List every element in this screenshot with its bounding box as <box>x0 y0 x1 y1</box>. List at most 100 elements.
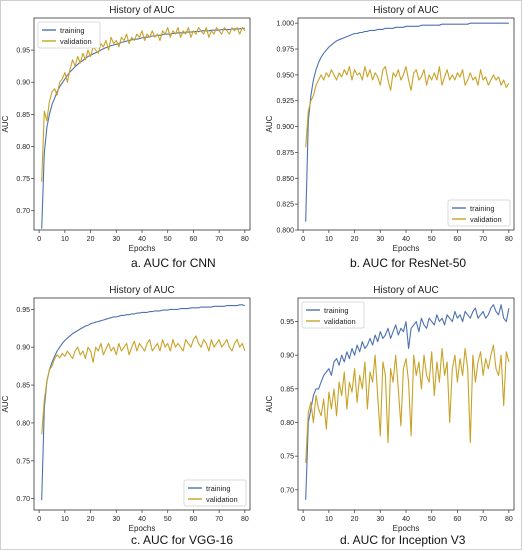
y-axis-label-inception-v3: AUC <box>265 395 274 412</box>
x-tick-label-resnet50: 40 <box>402 236 410 243</box>
series-line-validation-inception-v3 <box>305 344 510 463</box>
x-axis-label-resnet50: Epochs <box>393 244 420 253</box>
x-axis-label-vgg16: Epochs <box>129 524 156 533</box>
plot-area-resnet50 <box>297 17 515 231</box>
series-line-training-resnet50 <box>305 22 509 222</box>
y-tick-label-vgg16: 0.95 <box>16 307 30 314</box>
series-line-validation-vgg16 <box>41 335 246 435</box>
series-line-validation-resnet50 <box>305 66 510 148</box>
legend-cnn: training validation <box>37 21 101 49</box>
y-tick-label-cnn: 0.80 <box>16 144 30 151</box>
legend-label-training-vgg16: training <box>206 484 231 493</box>
x-tick-label-vgg16: 20 <box>87 516 95 523</box>
legend-label-validation-resnet50: validation <box>470 215 502 224</box>
y-axis-label-cnn: AUC <box>1 115 10 132</box>
x-tick-label-inception-v3: 70 <box>479 516 487 523</box>
x-tick-label-vgg16: 40 <box>138 516 146 523</box>
y-tick-label-inception-v3: 0.70 <box>280 487 294 494</box>
x-tick-label-resnet50: 0 <box>301 236 305 243</box>
x-axis-label-inception-v3: Epochs <box>393 524 420 533</box>
legend-label-validation-cnn: validation <box>60 37 92 46</box>
y-tick-label-resnet50: 0.925 <box>276 98 294 105</box>
x-tick-label-cnn: 0 <box>37 236 41 243</box>
legend-inception-v3: training validation <box>301 301 365 329</box>
caption-inception-v3: d. AUC for Inception V3 <box>340 533 466 547</box>
chart-title-cnn: History of AUC <box>109 5 175 16</box>
x-tick-label-resnet50: 60 <box>454 236 462 243</box>
x-tick-label-inception-v3: 50 <box>428 516 436 523</box>
y-tick-label-vgg16: 0.85 <box>16 383 30 390</box>
plot-area-vgg16 <box>33 297 251 511</box>
x-tick-label-vgg16: 50 <box>164 516 172 523</box>
x-tick-label-cnn: 70 <box>215 236 223 243</box>
y-tick-label-inception-v3: 0.90 <box>280 353 294 360</box>
x-tick-label-cnn: 30 <box>112 236 120 243</box>
y-tick-label-inception-v3: 0.95 <box>280 319 294 326</box>
x-tick-label-vgg16: 60 <box>190 516 198 523</box>
y-tick-label-vgg16: 0.90 <box>16 345 30 352</box>
legend-resnet50: training validation <box>447 199 511 227</box>
x-tick-label-vgg16: 0 <box>37 516 41 523</box>
y-tick-label-resnet50: 0.800 <box>276 228 294 235</box>
chart-resnet50: History of AUC Epochs AUC 0 10 20 30 40 50 60 70 80… <box>265 5 515 253</box>
x-tick-label-cnn: 80 <box>241 236 249 243</box>
caption-cnn: a. AUC for CNN <box>131 256 216 270</box>
x-tick-label-inception-v3: 80 <box>505 516 513 523</box>
legend-label-validation-inception-v3: validation <box>324 317 356 326</box>
chart-title-resnet50: History of AUC <box>373 5 439 16</box>
x-tick-label-resnet50: 30 <box>376 236 384 243</box>
caption-vgg16: c. AUC for VGG-16 <box>131 533 234 547</box>
y-axis-label-resnet50: AUC <box>265 115 274 132</box>
series-line-training-vgg16 <box>41 304 246 501</box>
y-tick-label-cnn: 0.75 <box>16 176 30 183</box>
y-tick-label-resnet50: 0.875 <box>276 150 294 157</box>
y-tick-label-vgg16: 0.70 <box>16 496 30 503</box>
x-tick-label-inception-v3: 40 <box>402 516 410 523</box>
chart-vgg16: History of AUC Epochs AUC 0 10 20 30 40 50 60 70 80… <box>1 285 251 533</box>
y-tick-label-cnn: 0.90 <box>16 80 30 87</box>
x-tick-label-resnet50: 10 <box>325 236 333 243</box>
chart-title-vgg16: History of AUC <box>109 285 175 296</box>
chart-cnn: History of AUC Epochs AUC 0 10 20 30 40 50 60 70 80… <box>1 5 251 253</box>
y-tick-label-resnet50: 0.850 <box>276 176 294 183</box>
x-tick-label-resnet50: 70 <box>479 236 487 243</box>
x-tick-label-inception-v3: 10 <box>325 516 333 523</box>
x-tick-label-resnet50: 80 <box>505 236 513 243</box>
y-tick-label-inception-v3: 0.80 <box>280 420 294 427</box>
x-tick-label-cnn: 20 <box>87 236 95 243</box>
y-tick-label-resnet50: 0.825 <box>276 202 294 209</box>
x-tick-label-vgg16: 30 <box>112 516 120 523</box>
y-tick-label-vgg16: 0.75 <box>16 458 30 465</box>
y-tick-label-inception-v3: 0.75 <box>280 454 294 461</box>
x-tick-label-resnet50: 50 <box>428 236 436 243</box>
chart-title-inception-v3: History of AUC <box>373 285 439 296</box>
x-tick-label-inception-v3: 20 <box>351 516 359 523</box>
caption-resnet50: b. AUC for ResNet-50 <box>350 256 467 270</box>
x-tick-label-vgg16: 10 <box>61 516 69 523</box>
y-tick-label-cnn: 0.95 <box>16 48 30 55</box>
x-tick-label-inception-v3: 0 <box>301 516 305 523</box>
y-tick-label-resnet50: 0.950 <box>276 72 294 79</box>
x-axis-label-cnn: Epochs <box>129 244 156 253</box>
y-axis-label-vgg16: AUC <box>1 395 10 412</box>
y-tick-label-resnet50: 1.000 <box>276 21 294 28</box>
y-tick-label-resnet50: 0.900 <box>276 124 294 131</box>
x-tick-label-cnn: 40 <box>138 236 146 243</box>
x-tick-label-cnn: 10 <box>61 236 69 243</box>
plot-area-cnn <box>33 17 251 231</box>
legend-label-training-cnn: training <box>60 26 85 35</box>
x-tick-label-vgg16: 70 <box>215 516 223 523</box>
y-tick-label-cnn: 0.85 <box>16 112 30 119</box>
x-tick-label-inception-v3: 30 <box>376 516 384 523</box>
chart-inception-v3: History of AUC Epochs AUC 0 10 20 30 40 50 60 70 80… <box>265 285 515 533</box>
legend-vgg16: training validation <box>183 479 247 507</box>
y-tick-label-inception-v3: 0.85 <box>280 386 294 393</box>
legend-label-training-resnet50: training <box>470 204 495 213</box>
x-tick-label-cnn: 60 <box>190 236 198 243</box>
x-tick-label-inception-v3: 60 <box>454 516 462 523</box>
y-tick-label-cnn: 0.70 <box>16 208 30 215</box>
y-tick-label-vgg16: 0.80 <box>16 420 30 427</box>
legend-label-validation-vgg16: validation <box>206 495 238 504</box>
series-line-validation-cnn <box>41 27 246 182</box>
